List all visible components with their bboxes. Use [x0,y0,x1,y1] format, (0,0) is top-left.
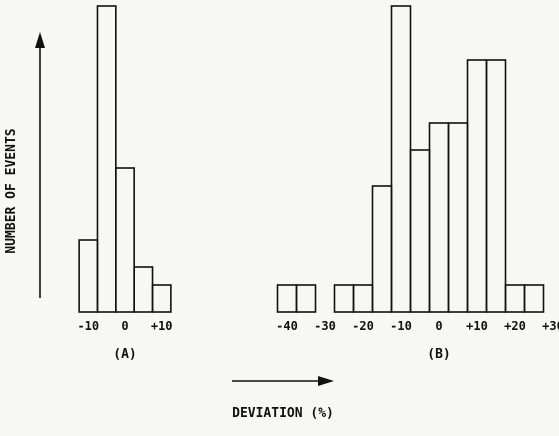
histogram-bar [466,59,488,313]
x-tick-label: 0 [435,319,442,333]
histogram-bar [409,149,431,313]
y-axis-label: NUMBER OF EVENTS [4,128,19,253]
histogram-bar [295,284,317,313]
histogram-bar [78,239,99,313]
histogram-bar [151,284,172,313]
histogram-bar [96,5,117,313]
histogram-bar [276,284,298,313]
x-tick-label: -40 [276,319,298,333]
histogram-bar [371,185,393,313]
histogram-bar [390,5,412,313]
histogram-bar [133,266,154,313]
histogram-bar [523,284,545,313]
x-tick-label: +10 [151,319,173,333]
y-axis-arrow [35,32,45,298]
histogram-panel-b: -40 -30 -20 -10 0 +10 +20 +30 (B) [276,5,559,362]
x-tick-label: -30 [314,319,336,333]
x-tick-label: -10 [77,319,99,333]
x-tick-label: -10 [390,319,412,333]
histogram-panel-a: -10 0 +10 (A) [77,5,173,362]
x-tick-label: +30 [542,319,559,333]
histogram-bar [485,59,507,313]
x-tick-label: -20 [352,319,374,333]
histogram-bar [428,122,450,313]
x-tick-label: 0 [121,319,128,333]
histogram-bar [352,284,374,313]
panel-label: (B) [427,347,450,362]
panel-label: (A) [113,347,136,362]
x-axis-label: DEVIATION (%) [232,406,334,421]
histogram-bar [115,167,135,313]
x-tick-label: +20 [504,319,526,333]
x-tick-label: +10 [466,319,488,333]
histogram-bar [504,284,526,313]
histogram-bar [333,284,355,313]
x-axis-arrow [232,376,334,386]
histogram-bar [447,122,469,313]
